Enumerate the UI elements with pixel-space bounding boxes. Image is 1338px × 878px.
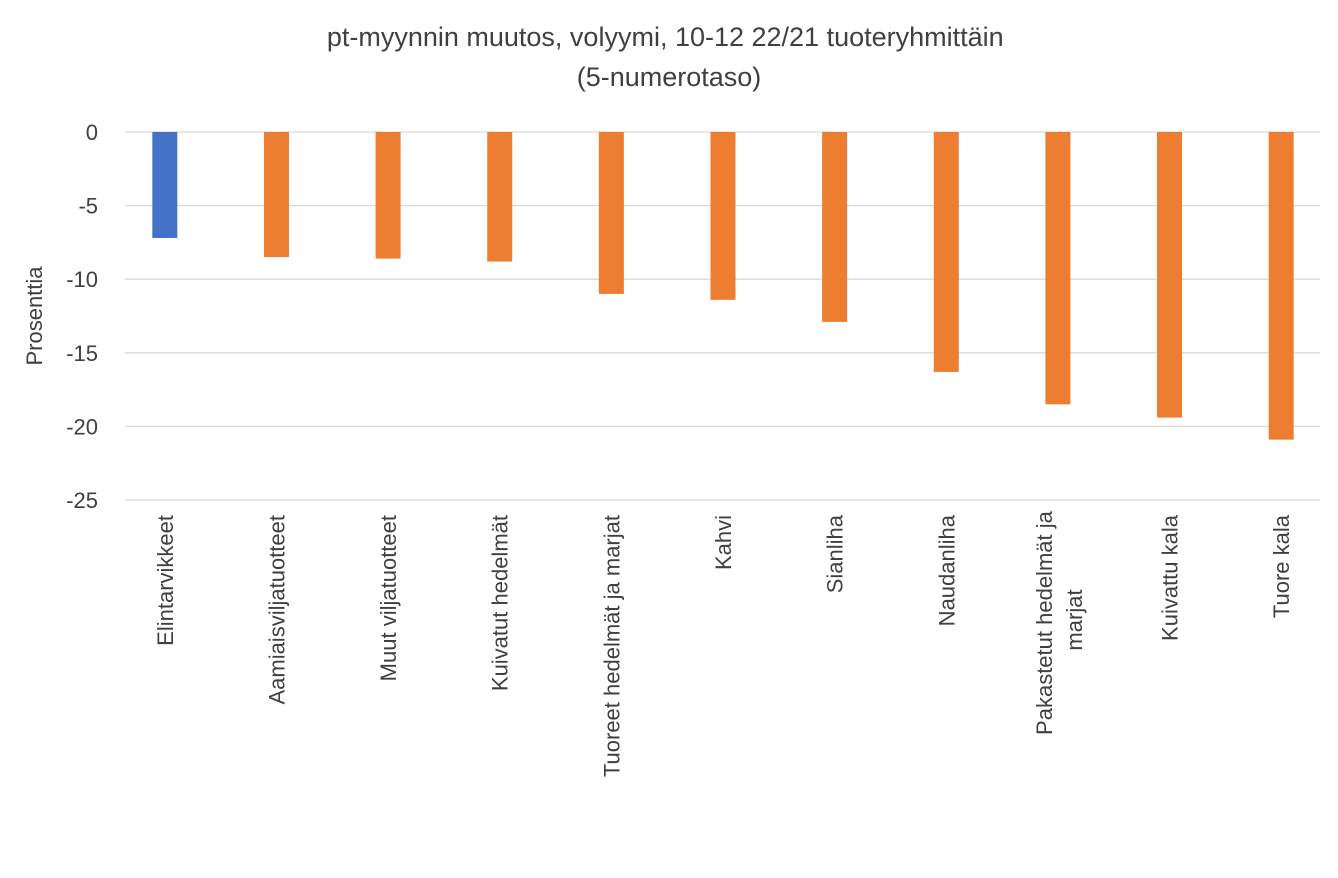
y-tick-label: -15 [66,341,98,366]
x-tick-label: Aamiaisviljatuotteet [264,515,289,705]
x-tick-label: Kuivattu kala [1158,514,1183,641]
bar [710,132,736,300]
x-tick-label: Elintarvikkeet [153,515,178,646]
bar [152,132,178,238]
bar [263,132,289,258]
bar [1045,132,1071,405]
bar [1157,132,1183,418]
y-axis-label: Prosenttia [22,266,47,366]
bar [933,132,959,372]
x-tick-label: Tuore kala [1269,514,1294,618]
x-tick-label: Muut viljatuotteet [376,515,401,681]
x-tick-label: Naudanliha [934,514,959,626]
bar [598,132,624,294]
y-tick-label: -20 [66,414,98,439]
y-tick-label: -25 [66,488,98,513]
y-tick-label: -5 [78,194,98,219]
x-tick-label: Kuivatut hedelmät [488,515,513,691]
x-tick-label: Tuoreet hedelmät ja marjat [599,515,624,777]
bar [375,132,401,259]
y-tick-label: -10 [66,267,98,292]
x-tick-label: Sianliha [823,514,848,593]
bar [487,132,513,262]
bar [1268,132,1294,440]
x-tick-label: Pakastetut hedelmät ja marjat [1032,505,1087,735]
y-tick-label: 0 [86,120,98,145]
chart-title: pt-myynnin muutos, volyymi, 10-12 22/21 … [327,22,1011,92]
bar [822,132,848,322]
x-tick-label: Kahvi [711,515,736,570]
